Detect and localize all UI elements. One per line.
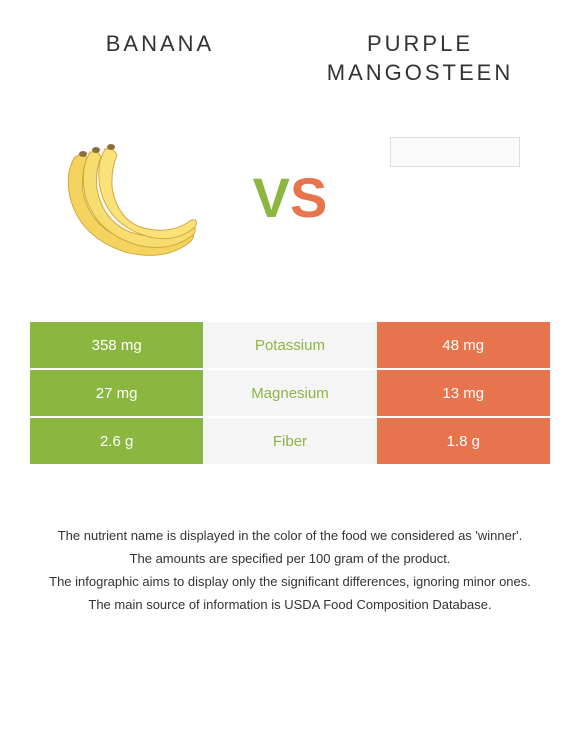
left-food-title: Banana bbox=[30, 30, 290, 87]
left-food-image bbox=[40, 112, 210, 282]
table-row: 358 mgPotassium48 mg bbox=[30, 322, 550, 370]
right-value-cell: 48 mg bbox=[377, 322, 550, 368]
banana-icon bbox=[45, 127, 205, 267]
footer-line-1: The nutrient name is displayed in the co… bbox=[30, 526, 550, 547]
left-value-cell: 2.6 g bbox=[30, 418, 203, 464]
footer-line-4: The main source of information is USDA F… bbox=[30, 595, 550, 616]
right-value-cell: 1.8 g bbox=[377, 418, 550, 464]
right-image-placeholder bbox=[390, 137, 520, 167]
left-value-cell: 27 mg bbox=[30, 370, 203, 416]
comparison-table: 358 mgPotassium48 mg27 mgMagnesium13 mg2… bbox=[30, 322, 550, 466]
images-row: V S bbox=[0, 97, 580, 302]
right-food-title: Purple Mangosteen bbox=[290, 30, 550, 87]
vs-v-letter: V bbox=[253, 165, 290, 230]
table-row: 27 mgMagnesium13 mg bbox=[30, 370, 550, 418]
vs-s-letter: S bbox=[290, 165, 327, 230]
right-food-image bbox=[370, 112, 540, 282]
nutrient-label-cell: Magnesium bbox=[203, 370, 376, 416]
nutrient-label-cell: Potassium bbox=[203, 322, 376, 368]
footer-line-3: The infographic aims to display only the… bbox=[30, 572, 550, 593]
header-row: Banana Purple Mangosteen bbox=[0, 0, 580, 87]
table-row: 2.6 gFiber1.8 g bbox=[30, 418, 550, 466]
footer-notes: The nutrient name is displayed in the co… bbox=[0, 486, 580, 637]
left-value-cell: 358 mg bbox=[30, 322, 203, 368]
nutrient-label-cell: Fiber bbox=[203, 418, 376, 464]
vs-label: V S bbox=[253, 165, 328, 230]
right-value-cell: 13 mg bbox=[377, 370, 550, 416]
footer-line-2: The amounts are specified per 100 gram o… bbox=[30, 549, 550, 570]
